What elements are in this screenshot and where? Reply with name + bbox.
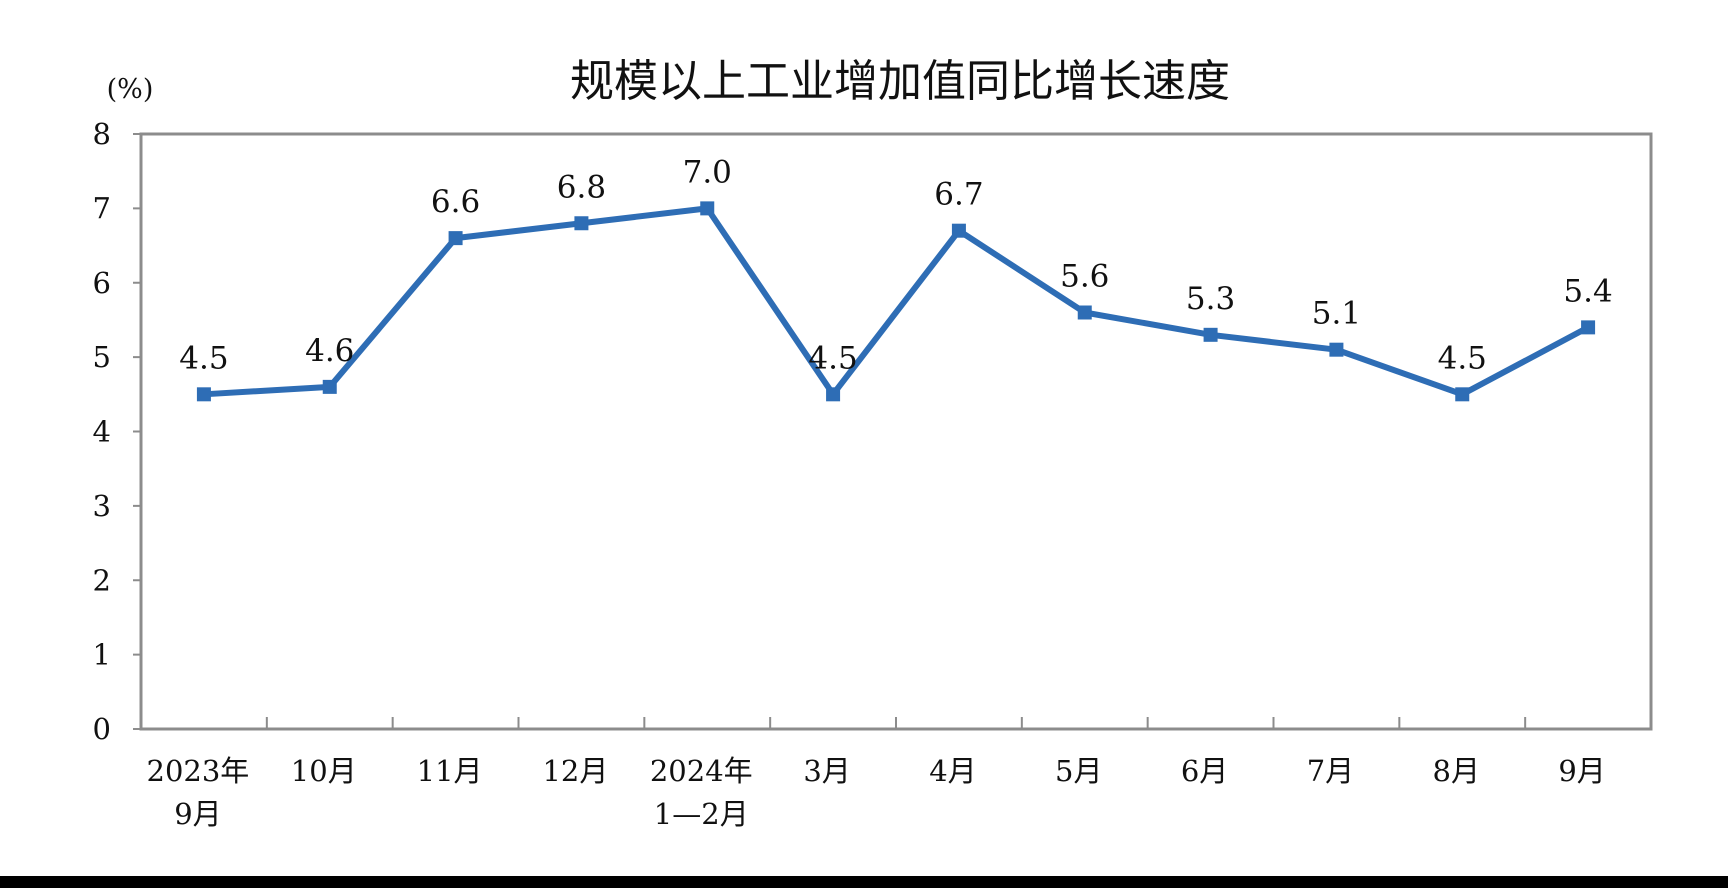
series-line	[203, 205, 1590, 398]
data-point-marker	[448, 231, 463, 246]
plot-area-frame	[139, 132, 1653, 731]
y-tick-label: 2	[93, 563, 111, 597]
x-tick-label-line: 12月	[542, 754, 608, 788]
x-tick-label: 8月	[1433, 754, 1480, 788]
y-tick-label: 6	[93, 266, 111, 300]
x-tick-label: 5月	[1055, 754, 1102, 788]
x-tick-label-line: 8月	[1433, 754, 1480, 788]
x-tick-label-line: 2024年	[650, 754, 753, 788]
x-tick-label-line: 2023年	[147, 754, 250, 788]
x-tick-label: 9月	[1558, 754, 1605, 788]
data-label: 6.6	[431, 184, 480, 220]
data-point-marker	[1077, 305, 1092, 320]
series-line-group	[196, 201, 1596, 402]
data-point-marker	[1329, 342, 1344, 357]
x-tick-label-line: 6月	[1181, 754, 1228, 788]
x-tick-label-line: 3月	[803, 754, 850, 788]
data-point-marker	[322, 379, 337, 394]
x-tick-label-line: 4月	[929, 754, 976, 788]
data-label: 5.4	[1563, 273, 1612, 309]
x-tick-label-line: 9月	[1558, 754, 1605, 788]
x-tick-label: 3月	[803, 754, 850, 788]
data-label: 4.6	[305, 333, 354, 369]
data-label: 4.5	[179, 340, 228, 376]
x-tick-label: 2023年 9月	[147, 754, 250, 831]
y-tick-label: 5	[93, 340, 111, 374]
chart-title: 规模以上工业增加值同比增长速度	[570, 56, 1230, 107]
y-axis: 0 1 2 3 4 5 6 7 8	[93, 117, 141, 746]
data-point-marker	[700, 201, 715, 216]
data-label: 7.0	[683, 154, 732, 190]
x-tick-label-line: 9月	[174, 797, 221, 831]
y-tick-label: 1	[93, 638, 111, 672]
x-tick-label: 6月	[1181, 754, 1228, 788]
y-tick-label: 0	[93, 712, 111, 746]
y-tick-label: 3	[93, 489, 111, 523]
data-label: 4.5	[1438, 340, 1487, 376]
data-label: 4.5	[808, 340, 857, 376]
x-tick-label-line: 10月	[291, 754, 357, 788]
data-label: 5.6	[1060, 259, 1109, 295]
y-tick-label: 8	[93, 117, 111, 151]
data-label: 5.1	[1312, 296, 1361, 332]
data-point-marker	[196, 387, 211, 402]
x-tick-label: 12月	[542, 754, 608, 788]
data-point-marker	[574, 216, 589, 231]
x-tick-label-line: 7月	[1307, 754, 1354, 788]
x-tick-label: 11月	[417, 754, 483, 788]
x-tick-label: 7月	[1307, 754, 1354, 788]
bottom-border-band	[0, 876, 1728, 888]
data-labels: 4.5 4.6 6.6 6.8 7.0 4.5 6.7 5.6 5.3 5.1 4.5 5.4	[179, 154, 1612, 376]
x-tick-label: 4月	[929, 754, 976, 788]
data-label: 6.8	[557, 169, 606, 205]
x-axis: 2023年 9月 10月 11月 12月 2024年 1—2月 3月 4月 5月 6月 7月 8月 9月	[147, 717, 1606, 831]
y-tick-label: 4	[93, 415, 111, 449]
y-tick-label: 7	[93, 191, 111, 225]
data-label: 5.3	[1186, 281, 1235, 317]
data-point-marker	[951, 223, 966, 238]
y-axis-unit-label: (%)	[107, 74, 154, 105]
data-point-marker	[1455, 387, 1470, 402]
x-tick-label: 10月	[291, 754, 357, 788]
data-label: 6.7	[934, 177, 983, 213]
data-point-marker	[1581, 320, 1596, 335]
x-tick-label-line: 5月	[1055, 754, 1102, 788]
data-point-marker	[826, 387, 841, 402]
x-tick-label: 2024年 1—2月	[650, 754, 753, 831]
x-tick-label-line: 1—2月	[654, 797, 749, 831]
x-tick-label-line: 11月	[417, 754, 483, 788]
data-point-marker	[1203, 327, 1218, 342]
